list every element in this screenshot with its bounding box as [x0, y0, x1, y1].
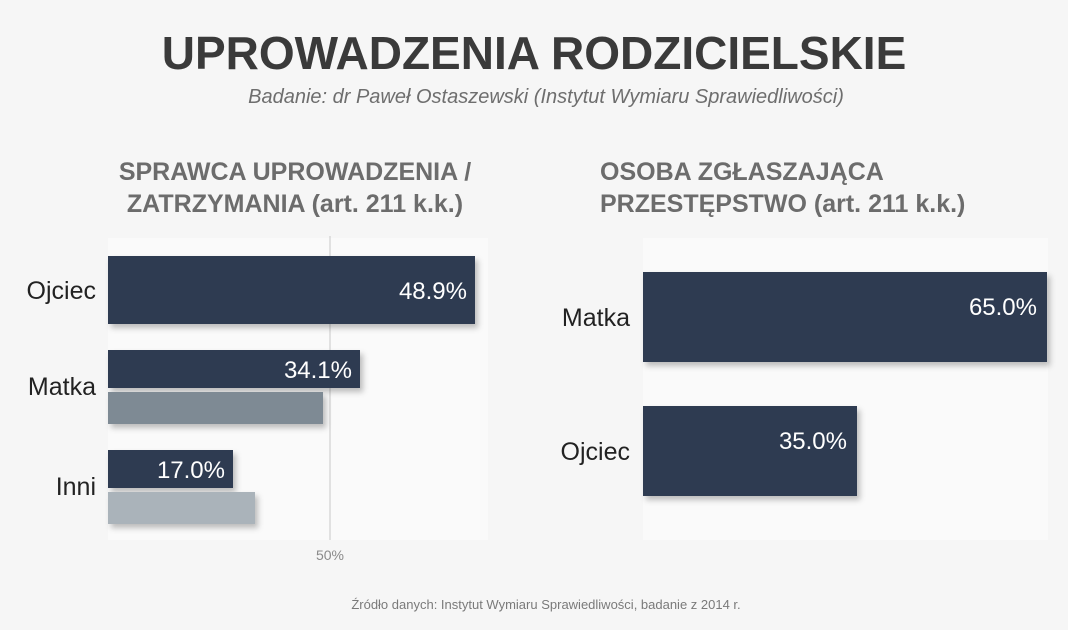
left-secondary-bar-matka: [108, 392, 323, 424]
page-title: UPROWADZENIA RODZICIELSKIE: [161, 27, 907, 79]
right-category-label-matka: Matka: [562, 304, 630, 332]
left-chart-title: SPRAWCA UPROWADZENIA / ZATRZYMANIA (art.…: [100, 156, 490, 220]
right-category-label-ojciec: Ojciec: [561, 438, 630, 466]
right-bar-ojciec: [643, 406, 857, 496]
left-bar-value-inni: 17.0%: [157, 457, 225, 484]
right-chart-title-line1: OSOBA ZGŁASZAJĄCA: [600, 158, 884, 186]
left-category-label-matka: Matka: [28, 373, 96, 401]
right-bar-value-ojciec: 35.0%: [779, 428, 847, 455]
right-chart-title-line2: PRZESTĘPSTWO (art. 211 k.k.): [600, 190, 966, 218]
left-secondary-bar-inni: [108, 492, 255, 524]
page-subtitle: Badanie: dr Paweł Ostaszewski (Instytut …: [248, 86, 844, 108]
left-bar-value-matka: 34.1%: [284, 357, 352, 384]
right-bar-value-matka: 65.0%: [969, 294, 1037, 321]
left-bar-inni: [108, 450, 233, 488]
left-bar-value-ojciec: 48.9%: [399, 278, 467, 305]
left-chart-title-line2: ZATRZYMANIA (art. 211 k.k.): [126, 190, 464, 218]
left-category-label-ojciec: Ojciec: [27, 277, 96, 305]
left-bar-matka: [108, 350, 360, 388]
reference-line-label: 50%: [316, 547, 344, 563]
left-category-label-inni: Inni: [56, 473, 96, 501]
left-bar-ojciec: [108, 256, 475, 324]
right-chart-title: OSOBA ZGŁASZAJĄCA PRZESTĘPSTWO (art. 211…: [600, 156, 1040, 220]
source-note: Źródło danych: Instytut Wymiaru Sprawied…: [351, 597, 741, 612]
right-bar-matka: [643, 272, 1047, 362]
left-chart-title-line1: SPRAWCA UPROWADZENIA /: [118, 158, 472, 186]
